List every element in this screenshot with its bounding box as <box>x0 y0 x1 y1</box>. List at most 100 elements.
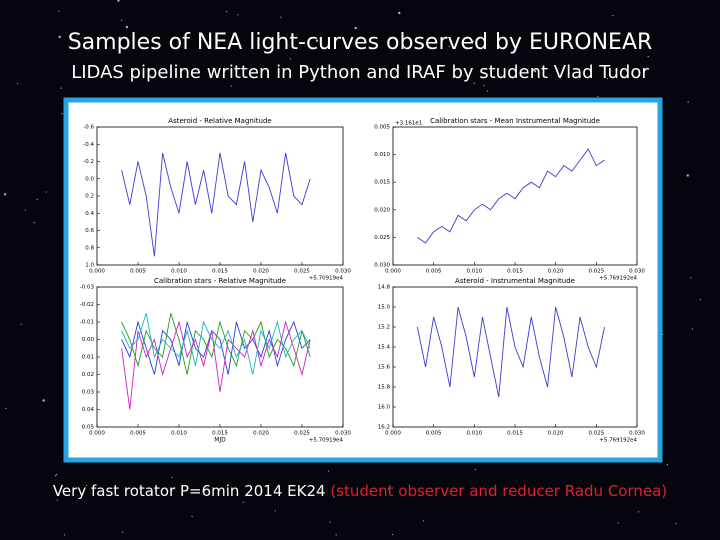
y-tick-label: -0.2 <box>83 159 94 165</box>
star <box>687 101 689 103</box>
y-tick-label: 15.4 <box>378 345 391 351</box>
y-tick-label: -0.03 <box>80 285 95 291</box>
star <box>5 407 7 409</box>
x-tick-label: 0.030 <box>335 269 351 275</box>
x-tick-label: 0.000 <box>89 269 105 275</box>
star <box>85 484 88 487</box>
data-line <box>121 320 311 410</box>
star <box>58 10 60 12</box>
star <box>55 473 58 476</box>
caption: Very fast rotator P=6min 2014 EK24 (stud… <box>0 482 720 500</box>
star <box>54 475 57 477</box>
x-tick-label: 0.025 <box>294 269 310 275</box>
y-tick-label: -0.6 <box>83 125 94 131</box>
star <box>617 522 619 524</box>
star <box>171 476 173 479</box>
star <box>120 19 123 21</box>
plot-area <box>96 126 344 266</box>
y-tick-label: 0.025 <box>374 235 390 241</box>
star <box>329 521 331 523</box>
star <box>335 534 337 536</box>
star <box>42 399 45 402</box>
y-tick-label: 0.05 <box>82 425 95 431</box>
y-tick-label: 15.0 <box>378 305 391 311</box>
y-tick-label: -0.4 <box>83 142 94 148</box>
star <box>24 209 26 211</box>
y-tick-label: 0.030 <box>374 263 390 269</box>
y-tick-label: 0.00 <box>82 337 95 343</box>
data-line <box>121 313 311 375</box>
star <box>60 87 62 89</box>
star <box>533 69 537 73</box>
x-tick-label: 0.000 <box>89 431 105 437</box>
y-tick-label: 15.2 <box>378 325 390 331</box>
star <box>566 493 568 495</box>
star <box>388 488 390 490</box>
star <box>3 193 7 196</box>
star <box>422 520 425 522</box>
x-tick-label: 0.010 <box>466 269 482 275</box>
star <box>690 277 692 279</box>
x-tick-label: 0.025 <box>588 269 604 275</box>
x-tick-label: 0.005 <box>130 431 146 437</box>
x-tick-label: 0.020 <box>253 431 269 437</box>
y-tick-label: 0.0 <box>85 176 94 182</box>
y-tick-label: 0.2 <box>85 194 94 200</box>
star <box>675 523 677 525</box>
star <box>486 90 488 92</box>
caption-text: Very fast rotator P=6min 2014 EK24 <box>52 482 326 500</box>
star <box>242 501 244 503</box>
y-tick-label: 0.04 <box>82 407 95 413</box>
x-tick-label: 0.005 <box>130 269 146 275</box>
x-tick-label: 0.015 <box>507 269 523 275</box>
chart-title: Calibration stars - Mean Instrumental Ma… <box>430 117 600 125</box>
star <box>20 323 22 325</box>
star <box>637 511 640 513</box>
star <box>474 468 477 471</box>
y-tick-label: 0.01 <box>82 355 94 361</box>
star <box>125 25 129 29</box>
data-line <box>121 320 311 375</box>
star <box>58 35 61 39</box>
y-tick-label: 16.0 <box>378 405 391 411</box>
x-offset: +5.70919e4 <box>309 276 344 282</box>
x-tick-label: 0.015 <box>212 269 228 275</box>
star <box>472 40 474 42</box>
star <box>237 14 239 16</box>
plot-area <box>392 286 638 428</box>
caption-note: (student observer and reducer Radu Corne… <box>330 482 668 500</box>
star <box>612 15 614 17</box>
star <box>36 198 38 200</box>
star <box>16 82 19 85</box>
star <box>391 533 394 536</box>
y-tick-label: 0.8 <box>85 245 94 251</box>
x-axis-label: MJD <box>214 437 226 444</box>
x-tick-label: 0.020 <box>548 431 564 437</box>
x-offset: +5.70919e4 <box>309 438 344 444</box>
star <box>354 26 357 30</box>
y-tick-label: 0.020 <box>374 207 390 213</box>
star <box>473 82 475 84</box>
data-line <box>121 313 311 375</box>
y-tick-label: 0.4 <box>85 211 94 217</box>
x-tick-label: 0.015 <box>507 431 523 437</box>
plot-area <box>392 126 638 266</box>
x-offset: +5.769192e4 <box>599 276 637 282</box>
y-tick-label: 0.6 <box>85 228 94 234</box>
x-tick-label: 0.020 <box>253 269 269 275</box>
slide-title: Samples of NEA light-curves observed by … <box>67 30 653 55</box>
star <box>122 531 124 533</box>
x-tick-label: 0.000 <box>385 269 401 275</box>
x-tick-label: 0.010 <box>171 431 187 437</box>
plot-area <box>96 286 344 428</box>
x-tick-label: 0.005 <box>426 431 442 437</box>
star <box>56 499 58 501</box>
star <box>327 470 330 472</box>
x-tick-label: 0.030 <box>335 431 351 437</box>
data-line <box>417 148 605 244</box>
star <box>219 489 221 491</box>
y-tick-label: -0.01 <box>80 320 94 326</box>
x-tick-label: 0.010 <box>466 431 482 437</box>
y-tick-label: 15.6 <box>378 365 391 371</box>
